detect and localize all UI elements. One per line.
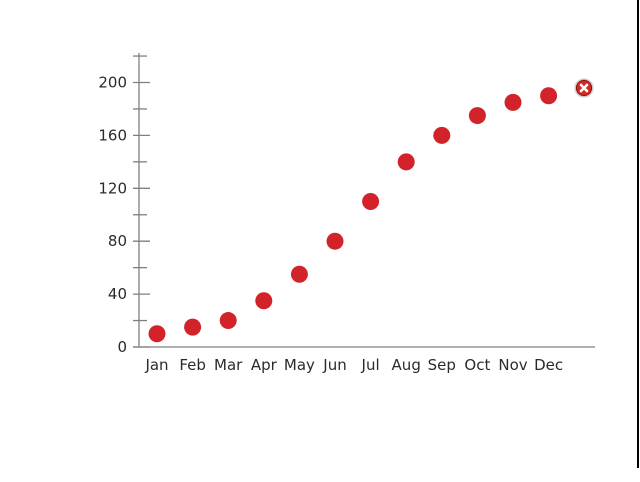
- x-tick-label: Oct: [464, 356, 490, 374]
- x-tick-label: Jul: [361, 356, 380, 374]
- data-point-jan: [148, 325, 166, 343]
- window-right-border: [637, 0, 639, 468]
- x-tick-label: Sep: [428, 356, 456, 374]
- y-tick-label: 200: [98, 74, 127, 92]
- data-point-apr: [255, 292, 273, 310]
- x-tick-label: Apr: [251, 356, 278, 374]
- x-tick-label: Aug: [392, 356, 421, 374]
- x-tick-label: May: [284, 356, 315, 374]
- data-point-nov: [504, 93, 522, 111]
- y-tick-label: 120: [98, 179, 127, 197]
- y-tick-label: 160: [98, 126, 127, 144]
- x-tick-label: Dec: [534, 356, 563, 374]
- data-point-feb: [184, 318, 202, 336]
- data-point-mar: [219, 312, 237, 330]
- data-point-sep: [433, 126, 451, 144]
- y-tick-label: 80: [108, 232, 127, 250]
- x-tick-label: Nov: [498, 356, 527, 374]
- y-tick-label: 0: [117, 338, 127, 356]
- y-tick-label: 40: [108, 285, 127, 303]
- delete-icon[interactable]: [574, 78, 594, 98]
- x-tick-label: Jan: [144, 356, 168, 374]
- data-point-jul: [362, 193, 380, 211]
- data-point-dec: [540, 87, 558, 105]
- x-tick-label: Feb: [179, 356, 206, 374]
- x-tick-label: Mar: [214, 356, 243, 374]
- data-point-may: [290, 265, 308, 283]
- data-point-aug: [397, 153, 415, 171]
- x-tick-label: Jun: [322, 356, 346, 374]
- delete-icon-x-glyph: [579, 83, 589, 93]
- data-point-jun: [326, 232, 344, 250]
- data-point-oct: [468, 107, 486, 125]
